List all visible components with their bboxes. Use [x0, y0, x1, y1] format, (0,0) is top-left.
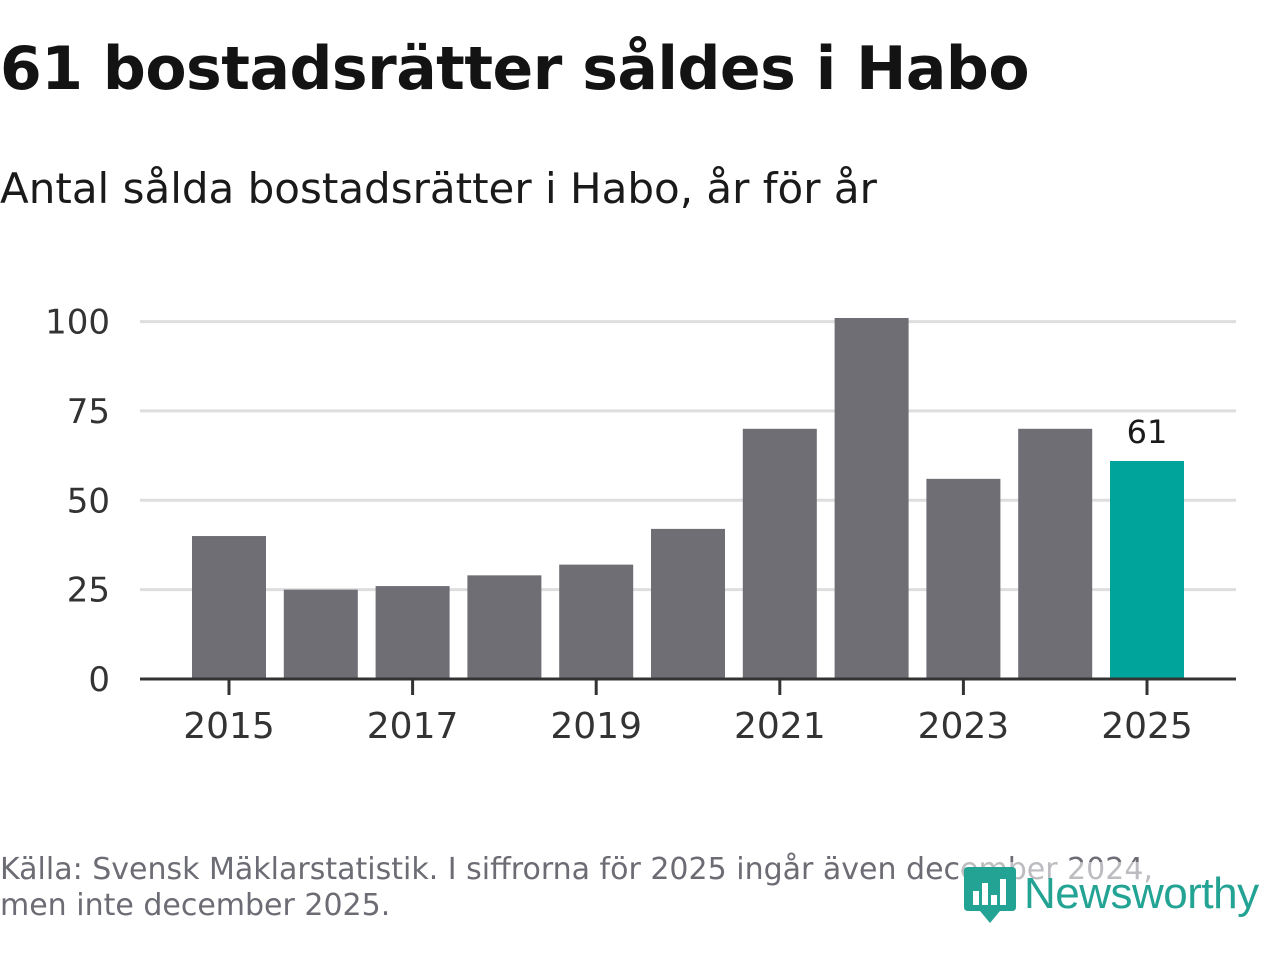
bars: [192, 318, 1184, 679]
labels: 0 25 50 75 100 2015 2017 2019 2021 2023 2025 61: [45, 303, 1193, 747]
source-line-2: men inte december 2025.: [0, 888, 391, 923]
bar-2017: [375, 586, 450, 679]
chart-title: 61 bostadsrätter såldes i Habo: [0, 34, 1030, 104]
data-label: 61: [1127, 413, 1168, 451]
newsworthy-logo: Newsworthy: [962, 862, 1259, 926]
x-tick-label: 2025: [1101, 706, 1193, 747]
bar-2018: [467, 575, 542, 679]
axes: [140, 677, 1236, 695]
bar-2020: [651, 528, 725, 679]
x-tick-label: 2017: [367, 706, 459, 747]
bar-2019: [559, 564, 634, 679]
y-tick-label: 25: [67, 571, 110, 611]
newsworthy-logo-icon: [964, 867, 1016, 923]
y-tick-label: 0: [88, 660, 110, 700]
x-tick-label: 2023: [918, 706, 1010, 747]
logo-wordmark: Newsworthy: [1024, 869, 1259, 918]
chart-subtitle: Antal sålda bostadsrätter i Habo, år för…: [0, 164, 877, 213]
bar-2015: [192, 536, 266, 679]
source-line-1: Källa: Svensk Mäklarstatistik. I siffror…: [0, 852, 1153, 887]
bar-2022: [834, 318, 909, 679]
bar-2024: [1018, 428, 1093, 679]
x-tick-label: 2015: [183, 706, 275, 747]
bar-2016: [283, 589, 358, 679]
x-tick-label: 2021: [734, 706, 826, 747]
y-tick-label: 50: [67, 481, 110, 521]
y-tick-label: 75: [67, 392, 110, 432]
x-tick-label: 2019: [550, 706, 642, 747]
source-note: Källa: Svensk Mäklarstatistik. I siffror…: [0, 852, 1230, 924]
bar-2025: [1110, 460, 1184, 679]
y-tick-label: 100: [45, 303, 110, 343]
bar-2021: [742, 428, 817, 679]
bar-2023: [926, 478, 1001, 679]
